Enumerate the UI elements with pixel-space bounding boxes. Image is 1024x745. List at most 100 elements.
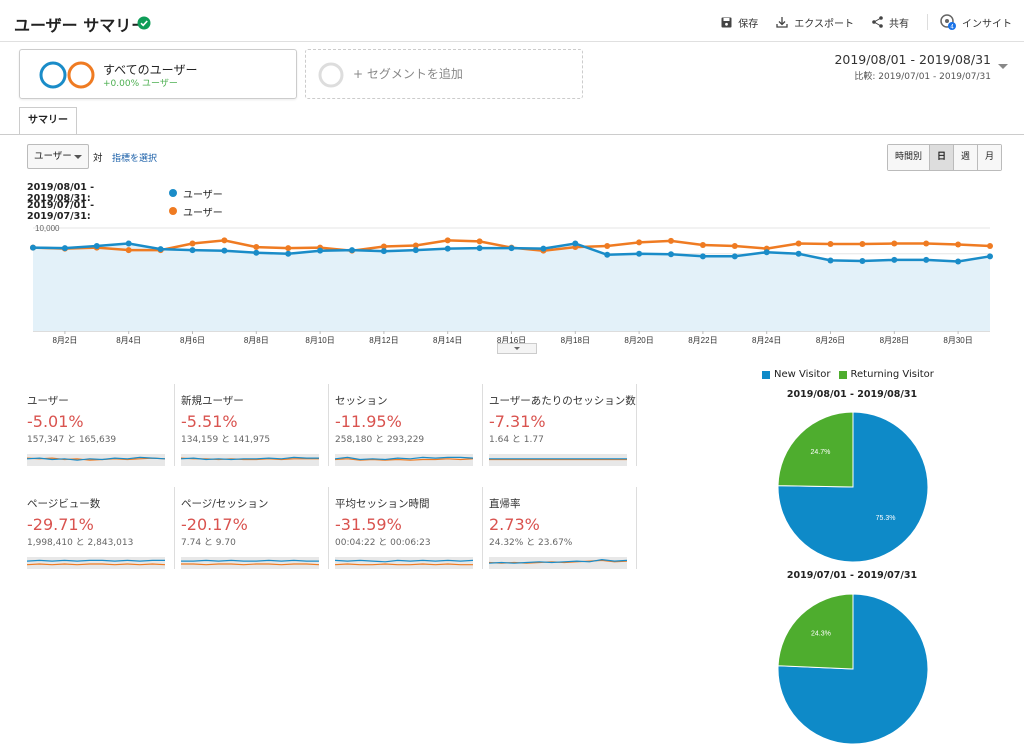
sparkline-series bbox=[489, 558, 627, 564]
sparkline-series bbox=[335, 456, 473, 461]
x-tick-label: 8月6日 bbox=[180, 336, 205, 345]
segment-subtitle: +0.00% ユーザー bbox=[103, 79, 178, 89]
data-point bbox=[221, 247, 228, 254]
export-button[interactable]: エクスポート bbox=[776, 14, 854, 30]
data-point bbox=[285, 250, 292, 257]
data-point bbox=[955, 258, 962, 265]
share-icon bbox=[872, 16, 883, 28]
scorecard[interactable]: ユーザー -5.01% 157,347 と 165,639 bbox=[27, 384, 175, 466]
users-line-chart: 10,0005,0008月2日8月4日8月6日8月8日8月10日8月12日8月1… bbox=[30, 224, 993, 345]
pie-slice[interactable] bbox=[777, 411, 854, 488]
scorecard-compare: 7.74 と 9.70 bbox=[181, 538, 236, 548]
download-icon bbox=[776, 17, 788, 28]
data-point bbox=[859, 240, 866, 247]
pie-slice[interactable] bbox=[777, 593, 854, 670]
scorecard-name: セッション bbox=[335, 395, 388, 407]
chevron-down-icon[interactable] bbox=[998, 64, 1008, 69]
pie-legend-item: New Visitor bbox=[762, 369, 831, 380]
scorecard-name: 直帰率 bbox=[489, 498, 521, 510]
scorecard[interactable]: ユーザーあたりのセッション数 -7.31% 1.64 と 1.77 bbox=[489, 384, 637, 466]
scorecard[interactable]: 平均セッション時間 -31.59% 00:04:22 と 00:06:23 bbox=[335, 487, 483, 569]
save-button[interactable]: 保存 bbox=[721, 14, 758, 30]
data-point bbox=[604, 243, 611, 250]
period-hourly-button[interactable]: 時間別 bbox=[888, 145, 930, 170]
data-point bbox=[827, 257, 834, 264]
sparkline-series bbox=[335, 563, 473, 566]
sparkline-bg bbox=[27, 557, 165, 569]
add-segment-label: + セグメントを追加 bbox=[353, 67, 463, 81]
pie-slice[interactable] bbox=[777, 411, 929, 563]
data-point bbox=[61, 245, 68, 252]
pie-slice-label: 75.3% bbox=[876, 515, 896, 522]
pie-title-current: 2019/08/01 - 2019/08/31 bbox=[786, 389, 918, 400]
data-point bbox=[157, 246, 164, 253]
data-point bbox=[731, 253, 738, 260]
date-range-picker[interactable]: 2019/08/01 - 2019/08/31 比較: 2019/07/01 -… bbox=[834, 52, 991, 82]
versus-label: 対 bbox=[93, 153, 103, 164]
scorecard[interactable]: 直帰率 2.73% 24.32% と 23.67% bbox=[489, 487, 637, 569]
tab-summary[interactable]: サマリー bbox=[19, 107, 77, 135]
scorecard-compare: 1.64 と 1.77 bbox=[489, 435, 544, 445]
scorecard-compare: 258,180 と 293,229 bbox=[335, 435, 425, 445]
sparkline-series bbox=[181, 456, 319, 461]
legend-range: 2019/07/01 - 2019/07/31: bbox=[27, 200, 95, 222]
data-point bbox=[380, 248, 387, 255]
scorecard-change: -7.31% bbox=[489, 412, 546, 431]
data-point bbox=[349, 247, 355, 254]
legend-row-current: 2019/08/01 - 2019/08/31: ユーザー bbox=[27, 182, 223, 204]
collapse-chart-button[interactable] bbox=[497, 343, 537, 354]
pie-legend: New Visitor Returning Visitor bbox=[762, 369, 942, 380]
share-button[interactable]: 共有 bbox=[872, 14, 909, 30]
sparkline-series bbox=[27, 457, 165, 461]
data-point bbox=[444, 237, 451, 244]
scorecard-compare: 134,159 と 141,975 bbox=[181, 435, 271, 445]
insights-label: インサイト bbox=[962, 18, 1012, 30]
sparkline bbox=[335, 454, 473, 466]
scorecard[interactable]: セッション -11.95% 258,180 と 293,229 bbox=[335, 384, 483, 466]
page-title: ユーザー サマリー bbox=[14, 16, 148, 35]
choose-metric-link[interactable]: 指標を選択 bbox=[112, 154, 158, 164]
legend-metric: ユーザー bbox=[183, 189, 223, 201]
data-point bbox=[285, 245, 292, 252]
sparkline-series bbox=[335, 559, 473, 563]
legend-range: 2019/08/01 - 2019/08/31: bbox=[27, 182, 95, 204]
segment-title: すべてのユーザー bbox=[103, 63, 198, 77]
sparkline-series bbox=[335, 458, 473, 461]
scorecard-change: -5.01% bbox=[27, 412, 84, 431]
insights-icon: 4 bbox=[940, 14, 956, 30]
pie-slice-label: 24.7% bbox=[810, 449, 830, 456]
add-segment-button[interactable]: + セグメントを追加 bbox=[305, 49, 583, 99]
scorecard-compare: 157,347 と 165,639 bbox=[27, 435, 117, 445]
date-range-compare: 比較: 2019/07/01 - 2019/07/31 bbox=[854, 72, 991, 82]
period-toggle: 時間別 日 週 月 bbox=[887, 144, 1003, 171]
svg-text:4: 4 bbox=[950, 25, 954, 31]
segment-circles-icon bbox=[39, 61, 95, 89]
sparkline-series bbox=[27, 456, 165, 461]
scorecard-compare: 24.32% と 23.67% bbox=[489, 538, 573, 548]
y-tick-label: 10,000 bbox=[35, 224, 60, 233]
x-tick-label: 8月16日 bbox=[497, 336, 526, 345]
data-point bbox=[476, 238, 483, 245]
period-week-button[interactable]: 週 bbox=[953, 145, 978, 170]
data-point bbox=[636, 250, 643, 257]
metric-select[interactable]: ユーザー bbox=[27, 144, 89, 169]
data-point bbox=[572, 240, 579, 247]
period-day-button[interactable]: 日 bbox=[929, 145, 954, 170]
scorecard-name: ページ/セッション bbox=[181, 498, 269, 510]
x-tick-label: 8月8日 bbox=[244, 336, 269, 345]
insights-button[interactable]: 4 インサイト bbox=[927, 14, 1012, 30]
period-month-button[interactable]: 月 bbox=[977, 145, 1002, 170]
x-tick-label: 8月22日 bbox=[688, 336, 717, 345]
scorecard[interactable]: ページ/セッション -20.17% 7.74 と 9.70 bbox=[181, 487, 329, 569]
segment-all-users[interactable]: すべてのユーザー +0.00% ユーザー bbox=[19, 49, 297, 99]
data-point bbox=[731, 243, 738, 250]
scorecard[interactable]: ページビュー数 -29.71% 1,998,410 と 2,843,013 bbox=[27, 487, 175, 569]
scorecard-change: -31.59% bbox=[335, 515, 402, 534]
data-point bbox=[636, 239, 643, 246]
data-point bbox=[412, 247, 419, 254]
data-point bbox=[253, 249, 260, 256]
x-tick-label: 8月20日 bbox=[624, 336, 653, 345]
scorecard[interactable]: 新規ユーザー -5.51% 134,159 と 141,975 bbox=[181, 384, 329, 466]
data-point bbox=[93, 243, 100, 250]
sparkline-series bbox=[181, 563, 319, 566]
